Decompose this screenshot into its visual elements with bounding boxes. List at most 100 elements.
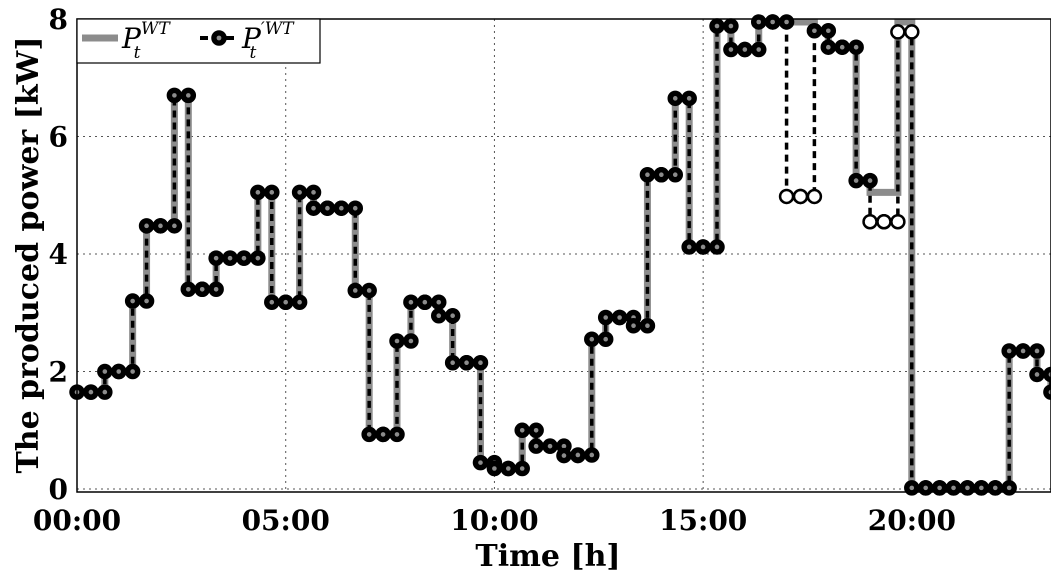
data-point-center	[394, 432, 400, 437]
data-point-center	[130, 369, 135, 374]
data-point-center	[352, 288, 358, 293]
data-point-center	[645, 172, 650, 178]
data-point-center	[102, 369, 108, 374]
series-pwt-prime-markers	[69, 14, 1051, 496]
data-point-center	[937, 485, 942, 491]
y-axis-ticks: 0 2 4 6 8	[49, 3, 68, 506]
data-point-center	[325, 205, 330, 211]
legend: PWT t P′WT t	[76, 18, 321, 64]
data-point-center	[979, 485, 984, 491]
x-tick-label: 20:00	[868, 504, 956, 537]
data-point	[904, 24, 920, 40]
data-point-center	[645, 323, 650, 329]
x-axis-label: Time [h]	[475, 539, 620, 572]
data-point-center	[589, 336, 595, 342]
legend-label-pwt-prime-sub: t	[250, 43, 257, 63]
legend-label-pwt-base: P	[121, 22, 142, 55]
x-axis-ticks: 00:00 05:00 10:00 15:00 20:00	[33, 504, 956, 537]
data-point-center	[519, 466, 525, 471]
data-point-center	[561, 443, 567, 449]
data-point-center	[186, 93, 191, 98]
data-point-center	[812, 28, 817, 34]
data-point-center	[422, 299, 428, 305]
y-tick-label: 8	[49, 3, 68, 36]
data-point-center	[102, 389, 108, 395]
data-point-center	[992, 485, 998, 491]
data-point-center	[714, 244, 720, 250]
data-point-center	[255, 255, 261, 261]
data-point-center	[130, 298, 135, 304]
y-tick-label: 4	[49, 238, 68, 271]
data-point-center	[227, 255, 233, 261]
data-point-center	[1034, 372, 1040, 377]
data-point-center	[213, 286, 219, 292]
data-point-center	[728, 23, 734, 29]
data-point-center	[686, 244, 692, 250]
data-point-center	[144, 298, 149, 304]
y-axis-label: The produced power [kW]	[11, 36, 46, 473]
legend-label-pwt-sup: WT	[141, 19, 171, 39]
data-point-center	[923, 485, 928, 491]
data-point	[792, 188, 809, 205]
data-point-center	[533, 428, 539, 433]
data-point-center	[951, 485, 956, 491]
data-point-center	[561, 453, 567, 458]
data-point-center	[519, 428, 525, 433]
data-point-center	[506, 466, 511, 471]
data-point-center	[255, 190, 261, 195]
data-point-center	[213, 255, 219, 261]
data-point-center	[631, 323, 636, 329]
y-tick-label: 6	[49, 121, 68, 154]
legend-marker-pwt-prime-inner	[216, 35, 222, 41]
data-point-center	[756, 47, 762, 52]
data-point-center	[478, 360, 483, 366]
data-point-center	[784, 19, 789, 25]
data-point-center	[839, 44, 845, 50]
data-point-center	[172, 93, 177, 98]
data-point-center	[297, 299, 302, 305]
data-point-center	[672, 172, 678, 178]
data-point-center	[366, 288, 372, 293]
legend-label-pwt-prime-base: P	[241, 22, 262, 55]
data-point-center	[603, 336, 608, 342]
data-point-center	[714, 23, 720, 29]
data-point-center	[756, 19, 762, 25]
data-point-center	[116, 369, 122, 374]
data-point-center	[965, 485, 970, 491]
data-point	[778, 188, 795, 205]
y-tick-label: 2	[49, 356, 68, 389]
data-point-center	[867, 178, 873, 183]
data-point-center	[311, 205, 316, 211]
data-point-center	[436, 299, 442, 305]
data-point-center	[603, 315, 608, 320]
data-point-center	[672, 96, 678, 101]
data-point-center	[450, 313, 455, 319]
data-point-center	[408, 299, 414, 305]
data-point-center	[686, 96, 692, 101]
data-point-center	[492, 466, 497, 471]
data-point-center	[617, 315, 622, 320]
data-point-center	[770, 19, 775, 25]
data-point-center	[826, 28, 831, 34]
data-point-center	[408, 338, 414, 344]
data-point-center	[144, 223, 149, 229]
data-point-center	[909, 485, 915, 491]
data-point-center	[283, 299, 288, 305]
data-point-center	[394, 338, 400, 344]
plot-frame	[76, 18, 1051, 493]
data-point-center	[269, 299, 275, 305]
legend-label-pwt-sub: t	[134, 43, 141, 63]
data-point	[890, 213, 906, 230]
data-point-center	[589, 452, 595, 458]
data-point-center	[380, 432, 386, 437]
data-point-center	[1034, 348, 1040, 354]
data-point-center	[172, 223, 177, 229]
data-point	[806, 188, 823, 205]
data-point-center	[478, 460, 483, 465]
data-point-center	[533, 443, 539, 449]
data-point-center	[311, 190, 316, 195]
data-point-center	[339, 205, 344, 211]
data-point-center	[575, 452, 581, 458]
data-point-center	[158, 223, 163, 229]
